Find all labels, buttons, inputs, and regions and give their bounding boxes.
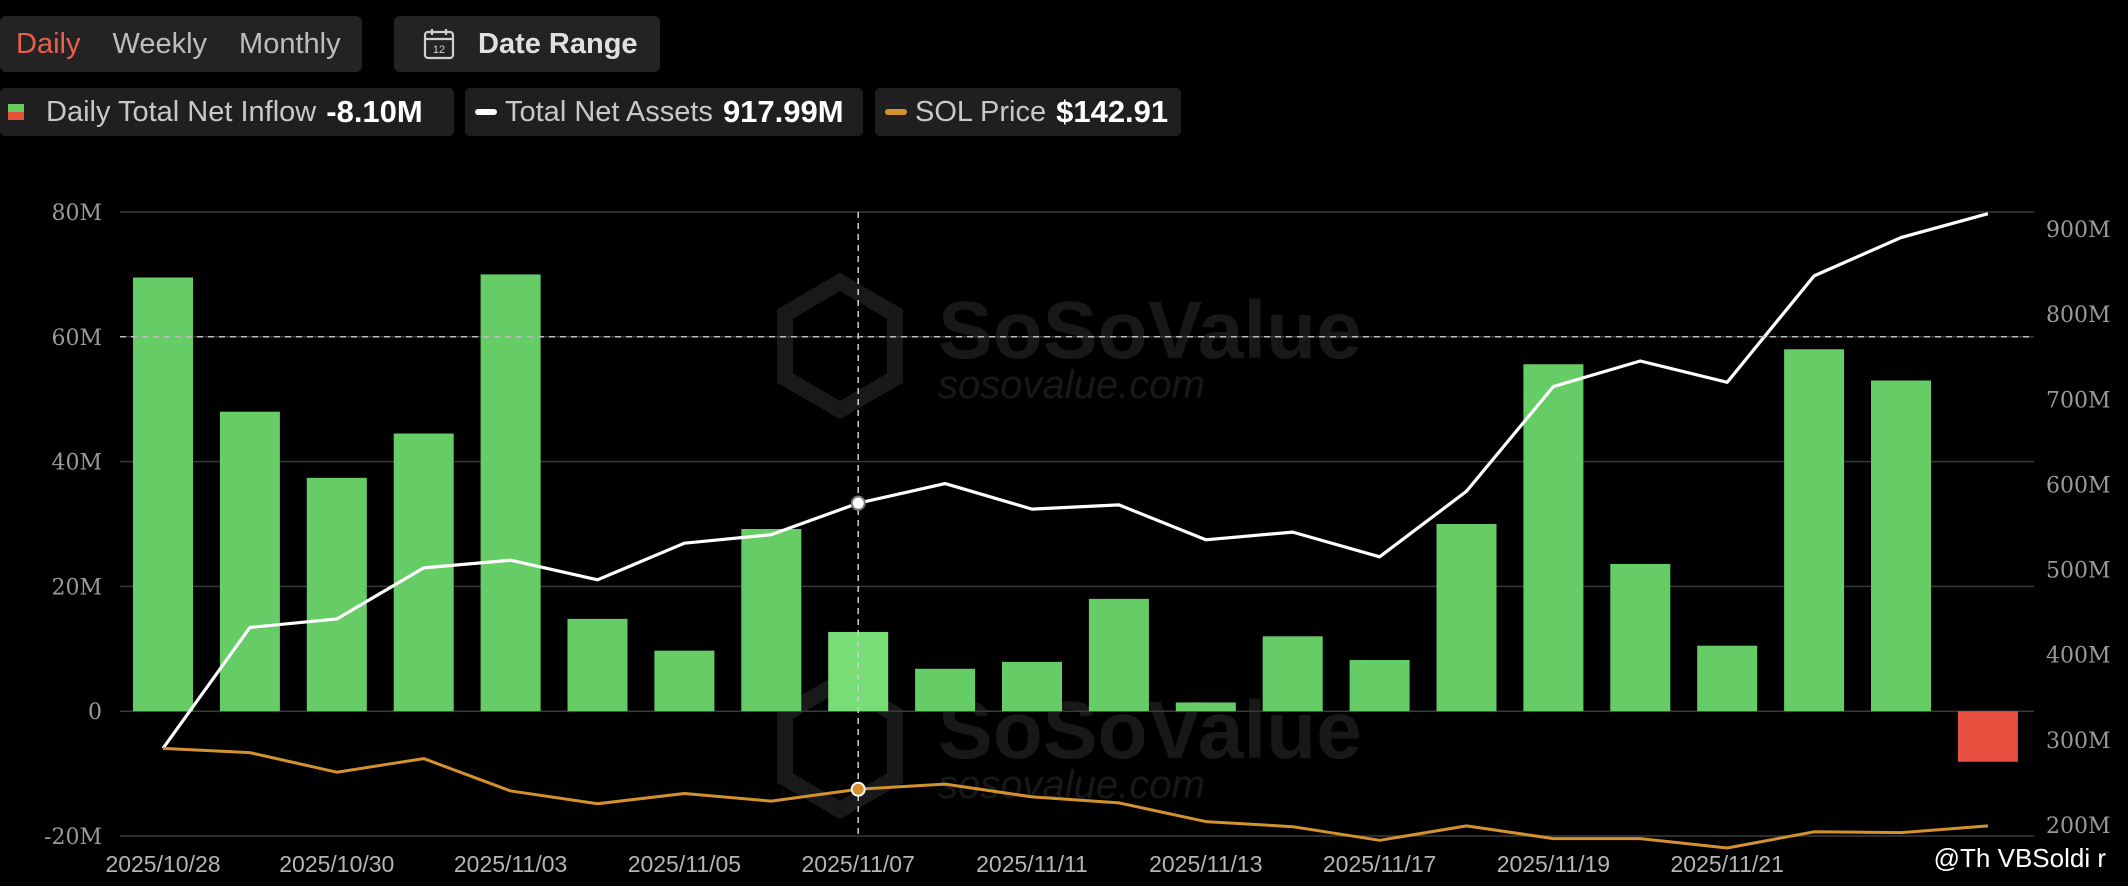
price-swatch-icon <box>885 109 907 115</box>
inflow-bar <box>1175 702 1236 712</box>
right-tick-label: 300M <box>2046 729 2111 754</box>
assets-swatch-icon <box>475 109 497 115</box>
inflow-bar <box>654 650 715 712</box>
x-tick-label: 2025/11/07 <box>801 851 914 877</box>
inflow-bar <box>1697 645 1758 712</box>
left-tick-label: 0 <box>88 700 102 725</box>
calendar-icon: 12 <box>423 29 455 60</box>
tab-monthly[interactable]: Monthly <box>239 27 341 60</box>
inflow-bar <box>567 618 628 712</box>
right-tick-label: 900M <box>2046 218 2111 243</box>
inflow-bar <box>306 477 367 712</box>
date-range-button[interactable]: 12 Date Range <box>394 16 660 72</box>
credit-text: @Th VBSoldi r <box>1933 843 2106 873</box>
price-hover-point <box>850 781 866 797</box>
legend-price-name: SOL Price <box>915 95 1047 128</box>
legend-inflow[interactable]: Daily Total Net Inflow -8.10M <box>0 88 454 136</box>
x-tick-label: 2025/11/11 <box>976 851 1088 877</box>
inflow-bar <box>1002 661 1062 712</box>
right-tick-label: 600M <box>2046 473 2111 498</box>
inflow-bar <box>1957 711 2018 762</box>
assets-hover-point <box>850 495 866 511</box>
right-tick-label: 500M <box>2046 559 2111 584</box>
legend-assets-value: 917.99M <box>722 94 844 129</box>
axes: 80M 60M 40M 20M 0 -20M 900M 800M 700M 600M 500M 400… <box>44 201 2111 877</box>
watermark-top-brand: SoSoValue <box>938 285 1362 376</box>
inflow-bar <box>915 668 976 712</box>
x-tick-label: 2025/11/13 <box>1149 851 1262 877</box>
left-tick-label: 20M <box>51 575 102 600</box>
inflow-bar <box>1262 636 1323 712</box>
x-tick-label: 2025/11/21 <box>1670 851 1783 877</box>
left-tick-label: 40M <box>51 451 102 476</box>
inflow-swatch-icon <box>8 104 24 120</box>
inflow-bar <box>1784 349 1845 712</box>
x-tick-label: 2025/11/17 <box>1323 851 1436 877</box>
inflow-bar <box>741 528 802 712</box>
right-tick-label: 700M <box>2046 388 2111 413</box>
left-tick-label: 80M <box>51 201 102 226</box>
right-tick-label: 800M <box>2046 303 2111 328</box>
inflow-bar <box>1088 598 1149 712</box>
inflow-bar <box>1610 563 1671 712</box>
inflow-bar <box>1436 524 1497 712</box>
inflow-bar <box>1871 380 1931 712</box>
assets-line <box>161 212 1989 750</box>
right-tick-label: 400M <box>2046 644 2111 669</box>
inflow-bar <box>1349 660 1410 712</box>
x-tick-label: 2025/10/28 <box>105 851 220 877</box>
period-tabs: Daily Weekly Monthly <box>0 16 362 72</box>
x-tick-label: 2025/10/30 <box>279 851 394 877</box>
tab-weekly[interactable]: Weekly <box>112 27 208 60</box>
hover-layer <box>120 212 2034 836</box>
x-tick-label: 2025/11/03 <box>454 851 567 877</box>
price-line <box>162 746 1989 850</box>
left-tick-label: -20M <box>44 825 102 850</box>
calendar-day: 12 <box>433 44 445 56</box>
legend-inflow-name: Daily Total Net Inflow <box>46 95 317 128</box>
legend-assets[interactable]: Total Net Assets 917.99M <box>465 88 863 136</box>
legend-price-value: $142.91 <box>1056 94 1169 129</box>
right-tick-label: 200M <box>2046 814 2111 839</box>
inflow-bar <box>133 277 193 712</box>
x-tick-label: 2025/11/05 <box>628 851 741 877</box>
tab-daily[interactable]: Daily <box>16 27 81 60</box>
inflow-bar <box>1523 364 1584 712</box>
inflow-bar <box>393 433 454 712</box>
watermark-bottom-logo-icon <box>777 672 903 820</box>
inflow-bar <box>219 411 280 712</box>
legend-inflow-value: -8.10M <box>326 94 423 129</box>
date-range-label: Date Range <box>478 27 638 60</box>
legend-price[interactable]: SOL Price $142.91 <box>875 88 1181 136</box>
watermark-layer: SoSoValuesosovalue.comSoSoValuesosovalue… <box>777 272 1362 820</box>
left-tick-label: 60M <box>51 326 102 351</box>
legend-assets-name: Total Net Assets <box>505 95 713 128</box>
watermark-top-site: sosovalue.com <box>938 363 1205 407</box>
inflow-bar <box>480 274 541 712</box>
x-tick-label: 2025/11/19 <box>1497 851 1610 877</box>
series-lines <box>161 212 1989 850</box>
watermark-top-logo-icon <box>777 272 903 420</box>
bars <box>133 274 2018 762</box>
